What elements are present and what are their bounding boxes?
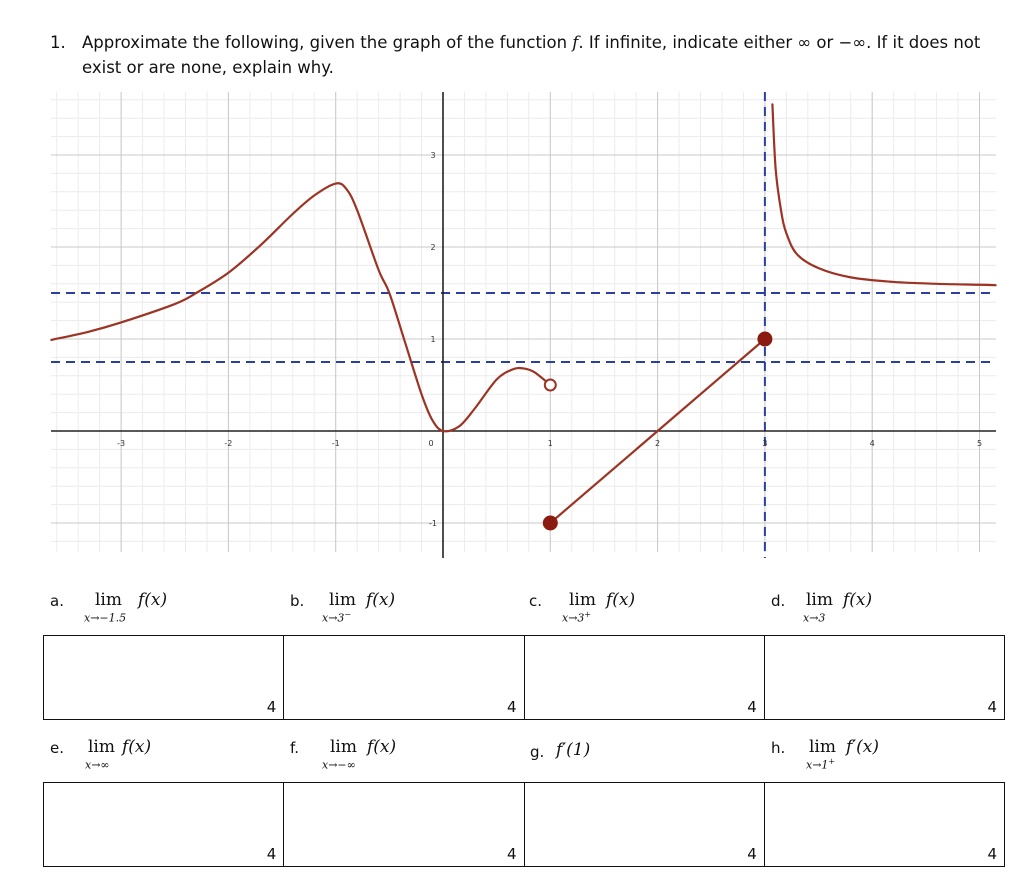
lim-word: lim [329,590,356,610]
part-letter: f. [290,739,299,757]
lim-word: lim [809,737,836,757]
y-tick-label: 1 [430,335,435,344]
answer-box-c[interactable]: 4 [525,636,765,719]
answer-box-d[interactable]: 4 [765,636,1004,719]
y-tick-label: -1 [429,519,437,528]
limit-subscript: x→3− [322,610,352,625]
limit-subscript: x→−1.5 [84,611,127,625]
axes [51,92,996,558]
x-tick-label: -1 [332,439,340,448]
lim-word: lim [95,590,122,610]
x-tick-label: 5 [977,439,982,448]
part-letter: g. [530,743,545,761]
y-tick-label: 3 [430,151,435,160]
point-value: 4 [987,698,997,716]
grid-major [51,92,996,552]
part-letter: b. [290,592,305,610]
part-letter: c. [529,592,543,610]
curves [50,103,997,525]
point-value: 4 [747,698,757,716]
x-tick-label: 4 [870,439,875,448]
open-point [543,378,557,392]
answer-box-a[interactable]: 4 [44,636,285,719]
point-value: 4 [747,845,757,863]
limit-function: f′(x) [846,737,880,757]
limit-subscript: x→∞ [85,758,110,772]
part-letter: h. [771,739,786,757]
x-tick-label: 1 [548,439,553,448]
limit-function: f(x) [843,590,873,610]
x-tick-label: 3 [762,439,767,448]
function-curve [771,103,997,287]
part-letter: d. [771,592,786,610]
limit-function: f(x) [138,590,168,610]
asymptote-lines [51,92,996,558]
part-letter: e. [50,739,64,757]
limit-function: f(x) [122,737,152,757]
function-curve [50,182,552,433]
x-tick-label: -2 [224,439,232,448]
tick-labels: -3 -2 -1 0 1 2 3 4 5 -1 1 2 3 [117,151,982,528]
point-value: 4 [506,698,517,716]
answer-box-b[interactable]: 4 [284,636,525,719]
function-curve [549,337,766,525]
limit-subscript: x→−∞ [322,758,356,772]
answer-row-1: 4 4 4 4 [43,635,1005,720]
answer-box-h[interactable]: 4 [765,783,1004,866]
grid-minor [51,92,996,552]
x-tick-label: -3 [117,439,125,448]
answer-box-g[interactable]: 4 [525,783,765,866]
function-name: f [572,33,579,52]
answer-box-f[interactable]: 4 [284,783,525,866]
lim-word: lim [569,590,596,610]
point-value: 4 [266,698,277,716]
lim-word: lim [88,737,115,757]
closed-point [757,331,773,347]
limit-subscript: x→1+ [806,757,836,772]
limit-function: f(x) [366,590,396,610]
x-tick-label: 2 [655,439,660,448]
point-value: 4 [506,845,517,863]
limit-subscript: x→3+ [562,610,592,625]
question-text: Approximate the following, given the gra… [82,33,981,77]
closed-point [542,515,558,531]
point-value: 4 [266,845,277,863]
limit-function: f(x) [367,737,397,757]
derivative-expression: f′(1) [556,740,591,760]
part-letter: a. [50,592,64,610]
y-tick-label: 2 [430,243,435,252]
limit-subscript: x→3 [803,611,826,625]
answer-box-e[interactable]: 4 [44,783,285,866]
graph-points [542,331,773,531]
question-number: 1. [50,33,66,52]
x-tick-label: 0 [428,439,433,448]
lim-word: lim [330,737,357,757]
limit-function: f(x) [606,590,636,610]
answer-row-2: 4 4 4 4 [43,782,1005,867]
lim-word: lim [806,590,833,610]
point-value: 4 [987,845,997,863]
